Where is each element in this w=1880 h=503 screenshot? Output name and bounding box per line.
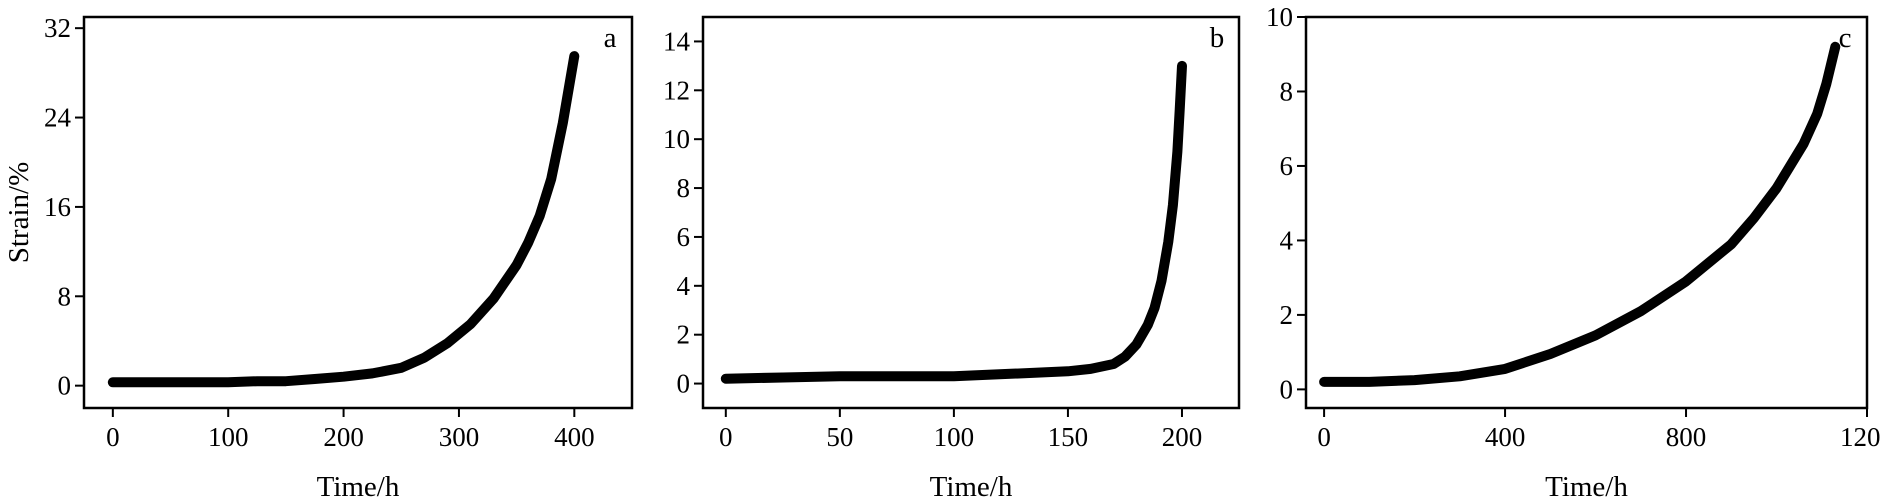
panel-label: a <box>604 22 617 54</box>
x-tick-label: 400 <box>554 422 595 452</box>
y-tick-label: 8 <box>1280 76 1294 106</box>
y-tick-label: 16 <box>44 192 71 222</box>
x-tick-label: 0 <box>106 422 120 452</box>
panel-label: c <box>1839 22 1852 54</box>
y-tick-label: 6 <box>677 222 691 252</box>
x-tick-label: 200 <box>323 422 364 452</box>
y-tick-label: 14 <box>663 26 691 56</box>
y-tick-label: 2 <box>677 320 691 350</box>
panel-label: b <box>1210 22 1225 54</box>
x-axis-title: Time/h <box>317 471 400 503</box>
y-tick-label: 8 <box>58 281 72 311</box>
panel-b: 0 50 100 150 200 0 2 4 6 8 10 12 14 Time/h b <box>663 15 1241 503</box>
y-tick-label: 32 <box>44 13 71 43</box>
plot-frame <box>82 15 634 410</box>
x-tick-label: 400 <box>1485 422 1526 452</box>
x-tick-label: 100 <box>208 422 249 452</box>
x-tick-label: 0 <box>719 422 733 452</box>
panel-a: 0 100 200 300 400 0 8 16 24 32 Time/h Strain/% a <box>3 13 634 503</box>
y-tick-label: 2 <box>1280 300 1294 330</box>
y-tick-label: 6 <box>1280 151 1294 181</box>
strain-curve-a <box>107 51 580 388</box>
y-axis-title: Strain/% <box>3 162 35 264</box>
y-tick-label: 0 <box>58 371 72 401</box>
strain-curve-b <box>720 60 1187 384</box>
y-tick-label: 24 <box>44 103 72 133</box>
x-tick-label: 100 <box>934 422 975 452</box>
y-tick-label: 8 <box>677 173 691 203</box>
x-tick-label: 150 <box>1048 422 1089 452</box>
y-tick-label: 10 <box>663 124 690 154</box>
y-tick-label: 10 <box>1266 2 1293 32</box>
x-tick-label: 50 <box>826 422 853 452</box>
y-tick-label: 12 <box>663 75 690 105</box>
x-axis-title: Time/h <box>930 471 1013 503</box>
strain-curve-c <box>1319 41 1841 387</box>
plot-frame <box>1304 15 1869 410</box>
x-tick-label: 300 <box>439 422 480 452</box>
plot-frame <box>701 15 1241 410</box>
y-tick-label: 0 <box>1280 374 1294 404</box>
x-axis-title: Time/h <box>1545 471 1628 503</box>
y-tick-label: 4 <box>1280 225 1294 255</box>
x-tick-label: 200 <box>1162 422 1203 452</box>
y-tick-label: 4 <box>677 271 691 301</box>
x-tick-label: 800 <box>1666 422 1707 452</box>
x-tick-label: 0 <box>1317 422 1331 452</box>
y-tick-label: 0 <box>677 369 691 399</box>
